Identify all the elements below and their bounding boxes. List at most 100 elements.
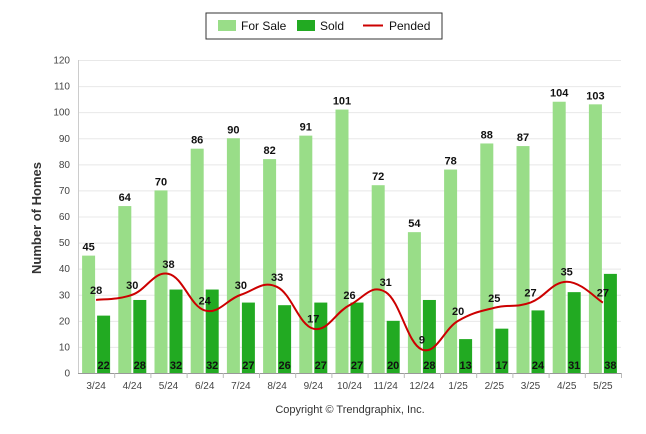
data-label-sold: 32 xyxy=(206,360,218,372)
data-label-for-sale: 54 xyxy=(408,218,421,230)
y-tick-label: 0 xyxy=(64,369,70,380)
data-label-for-sale: 101 xyxy=(333,96,351,108)
x-tick-label: 10/24 xyxy=(337,381,362,392)
bar-sold xyxy=(241,302,255,373)
data-label-pended: 30 xyxy=(235,280,247,292)
pended-line xyxy=(95,272,604,352)
bars xyxy=(82,101,617,373)
data-label-pended: 33 xyxy=(271,272,283,284)
x-tick-label: 1/25 xyxy=(448,381,468,392)
y-tick-label: 100 xyxy=(53,108,70,119)
bar-for-sale xyxy=(299,135,313,373)
x-tick-label: 5/25 xyxy=(593,381,613,392)
y-tick-label: 40 xyxy=(59,264,71,275)
x-tick-label: 12/24 xyxy=(409,381,434,392)
data-label-for-sale: 70 xyxy=(155,176,167,188)
x-tick-label: 7/24 xyxy=(231,381,251,392)
bar-for-sale xyxy=(371,185,385,373)
y-tick-label: 30 xyxy=(59,290,71,301)
data-label-for-sale: 88 xyxy=(481,129,493,141)
data-label-sold: 22 xyxy=(97,360,109,372)
x-tick-label: 8/24 xyxy=(267,381,287,392)
bar-for-sale xyxy=(407,232,421,373)
bar-sold xyxy=(422,299,436,373)
data-label-for-sale: 91 xyxy=(300,122,312,134)
x-tick-label: 6/24 xyxy=(195,381,215,392)
axes: 0 10 20 30 40 50 60 70 80 90 100 110 120 3/24 4/24 5/24… xyxy=(53,56,622,392)
data-label-pended: 17 xyxy=(307,314,319,326)
data-label-pended: 38 xyxy=(162,259,174,271)
y-tick-label: 80 xyxy=(59,160,71,171)
x-tick-label: 5/24 xyxy=(159,381,179,392)
data-label-sold: 32 xyxy=(170,360,182,372)
x-tick-label: 3/24 xyxy=(86,381,106,392)
bar-sold xyxy=(386,320,400,373)
data-label-sold: 17 xyxy=(496,360,508,372)
bar-sold xyxy=(531,310,545,373)
bar-for-sale xyxy=(588,104,602,373)
data-label-for-sale: 103 xyxy=(586,90,604,102)
y-tick-label: 10 xyxy=(59,342,71,353)
data-label-sold: 27 xyxy=(351,360,363,372)
data-label-for-sale: 64 xyxy=(119,192,132,204)
x-tick-label: 2/25 xyxy=(485,381,505,392)
y-tick-label: 50 xyxy=(59,238,71,249)
pended-line-layer xyxy=(95,272,604,352)
bar-sold xyxy=(567,292,581,373)
bar-sold xyxy=(459,339,473,373)
data-label-for-sale: 86 xyxy=(191,135,203,147)
data-label-pended: 27 xyxy=(597,288,609,300)
legend-swatch-sold xyxy=(297,20,315,31)
y-tick-label: 20 xyxy=(59,316,71,327)
bar-sold xyxy=(350,302,364,373)
y-axis-label: Number of Homes xyxy=(29,162,44,274)
y-tick-label: 70 xyxy=(59,186,71,197)
grid xyxy=(78,60,621,348)
copyright: Copyright © Trendgraphix, Inc. xyxy=(275,404,424,416)
bar-for-sale xyxy=(226,138,240,373)
data-label-pended: 30 xyxy=(126,280,138,292)
data-label-pended: 24 xyxy=(199,295,212,307)
data-label-pended: 26 xyxy=(343,290,355,302)
data-label-sold: 24 xyxy=(532,360,545,372)
data-label-pended: 20 xyxy=(452,306,464,318)
data-label-pended: 27 xyxy=(524,288,536,300)
data-label-sold: 13 xyxy=(459,360,471,372)
data-labels: 45 22 64 28 70 32 86 32 90 27 82 26 91 27 101 27 72 20 54 2… xyxy=(82,88,616,372)
data-label-for-sale: 104 xyxy=(550,88,569,100)
data-label-sold: 27 xyxy=(315,360,327,372)
data-label-sold: 28 xyxy=(134,360,146,372)
bar-sold xyxy=(603,273,617,373)
data-label-pended: 25 xyxy=(488,293,500,305)
bar-for-sale xyxy=(82,255,96,373)
legend-box xyxy=(205,12,443,40)
data-label-sold: 31 xyxy=(568,360,580,372)
bar-sold xyxy=(314,302,328,373)
y-tick-label: 90 xyxy=(59,134,71,145)
x-tick-label: 3/25 xyxy=(521,381,541,392)
bar-sold xyxy=(97,315,111,373)
data-label-for-sale: 82 xyxy=(263,145,275,157)
bar-for-sale xyxy=(118,206,132,373)
data-label-sold: 28 xyxy=(423,360,435,372)
bar-sold xyxy=(278,305,292,373)
legend-label-sold: Sold xyxy=(320,19,344,33)
y-tick-label: 60 xyxy=(59,212,71,223)
data-label-pended: 31 xyxy=(380,277,392,289)
bar-for-sale xyxy=(154,190,168,373)
legend: For Sale Sold Pended xyxy=(205,12,443,40)
x-tick-label: 9/24 xyxy=(304,381,324,392)
data-label-pended: 35 xyxy=(561,267,573,279)
bar-for-sale xyxy=(516,146,530,373)
x-tick-label: 11/24 xyxy=(374,381,399,392)
data-label-pended: 28 xyxy=(90,285,102,297)
bar-for-sale xyxy=(335,109,349,373)
data-label-sold: 27 xyxy=(242,360,254,372)
data-label-for-sale: 87 xyxy=(517,132,529,144)
data-label-sold: 20 xyxy=(387,360,399,372)
bar-for-sale xyxy=(263,159,277,373)
bar-sold xyxy=(133,299,147,373)
data-label-for-sale: 45 xyxy=(82,242,94,254)
y-tick-label: 120 xyxy=(53,56,70,67)
